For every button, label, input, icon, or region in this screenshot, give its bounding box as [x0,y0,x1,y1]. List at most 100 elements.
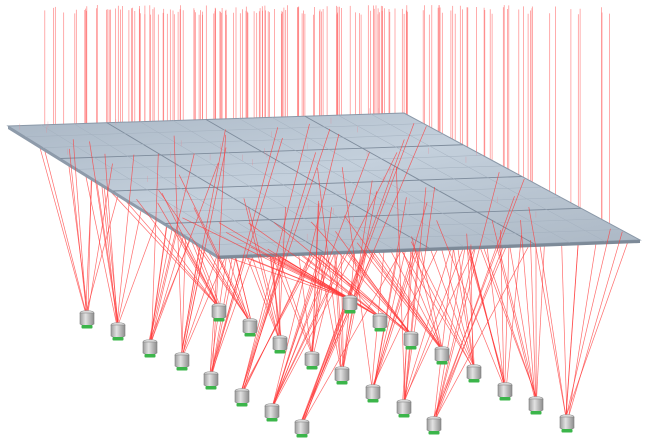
detector-base [112,337,124,341]
detector-base [405,346,417,350]
detector-body [203,373,219,388]
focused-rays-front [68,123,623,424]
focused-ray [178,174,252,323]
focused-ray [317,167,342,371]
focused-ray [335,231,412,336]
detector-body [426,418,442,433]
detector-body [434,348,450,363]
focused-ray [72,139,87,315]
focused-ray [240,128,331,393]
detector [264,403,280,422]
focused-ray [411,236,441,351]
detector [294,419,310,438]
focused-ray [157,202,219,308]
focused-ray [403,186,436,404]
focused-ray [116,154,135,327]
focused-ray [182,217,350,300]
focused-ray [342,180,373,371]
focused-ray [565,235,631,419]
focused-ray [404,187,427,404]
focused-ray [530,239,537,401]
detector [528,396,544,415]
focused-ray [193,207,250,323]
focused-ray [301,139,405,424]
focused-ray [373,197,407,389]
focused-ray [344,215,443,351]
focused-ray [211,127,279,376]
focused-ray [464,230,505,387]
focused-ray [410,241,476,369]
focused-ray [505,222,536,401]
detector [372,313,388,332]
focused-ray [384,239,444,351]
detector-body [396,401,412,416]
detector-base [205,386,217,390]
detector-body [497,384,513,399]
detector-body [466,366,482,381]
detector-body [559,416,575,431]
detector-body [294,421,310,436]
focused-ray [89,141,119,327]
focused-ray [240,152,317,393]
detector-base [176,367,188,371]
detector-body [342,297,358,312]
detector-base [266,418,278,422]
focused-ray [341,167,373,389]
focused-ray [272,133,340,408]
focused-ray [565,228,611,419]
detector-body [272,337,288,352]
focused-ray [434,196,515,421]
detector-base [367,399,379,403]
focused-ray [226,249,351,300]
detector-base [499,397,511,401]
detector-base [374,328,386,332]
focused-ray [536,228,546,401]
detector-base [561,429,573,433]
focused-ray [310,221,413,336]
focused-ray [436,220,505,387]
focused-ray [148,153,195,344]
focused-ray [151,153,159,344]
detector-base [306,366,318,370]
detector [234,388,250,407]
panel-subgrid-line [130,186,542,203]
focused-ray [87,163,113,315]
focused-ray [289,244,381,318]
focused-ray [528,207,567,419]
detector-base [296,434,308,438]
detector-base [428,431,440,435]
focused-ray [248,222,382,318]
detector-base [213,318,225,322]
focused-ray [491,220,537,401]
focused-ray [273,222,413,336]
focused-ray [68,148,87,315]
detector [110,322,126,341]
focused-ray [136,198,219,308]
detector-base [236,403,248,407]
panel-subgrid-line [95,165,503,181]
detector-body [365,386,381,401]
detector [403,331,419,350]
focused-ray [37,138,87,315]
detector-body [142,341,158,356]
focused-ray [372,202,428,389]
focused-ray [248,207,282,340]
focused-ray [43,146,87,315]
detector [365,384,381,403]
lens-panel-edge [218,240,640,259]
focused-ray [173,135,183,357]
detector-base [398,414,410,418]
detector [211,303,227,322]
detector-body [234,390,250,405]
detector [434,346,450,365]
detector [304,351,320,370]
focused-ray [395,167,406,404]
focused-ray [250,246,350,300]
detector [79,310,95,329]
focused-ray [432,178,525,421]
detector-base [468,379,480,383]
detector-body [304,353,320,368]
detector-body [372,315,388,330]
focused-ray [241,123,310,393]
